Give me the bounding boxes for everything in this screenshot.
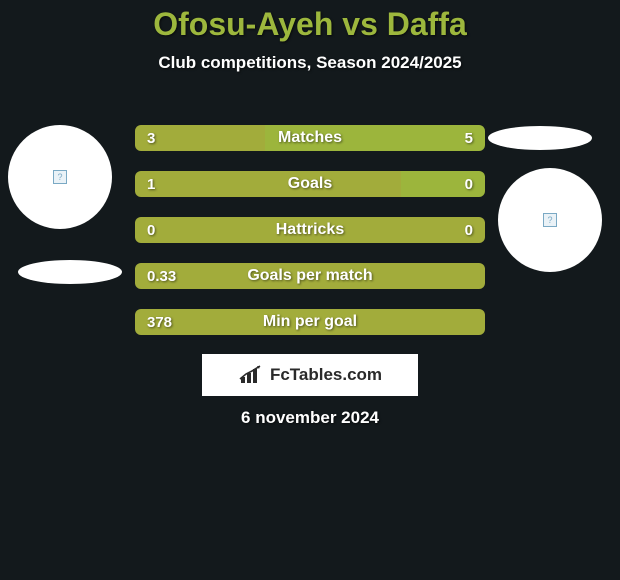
page-subtitle: Club competitions, Season 2024/2025 (0, 53, 620, 73)
stat-bar-left (135, 217, 485, 243)
player-left-shadow (18, 260, 122, 284)
player-left-avatar: ? (8, 125, 112, 229)
stat-bar-left (135, 125, 265, 151)
stat-row: Hattricks00 (135, 217, 485, 243)
stat-bar-left (135, 263, 485, 289)
image-placeholder-icon: ? (543, 213, 557, 227)
page-title: Ofosu-Ayeh vs Daffa (0, 0, 620, 43)
stat-bar-left (135, 171, 401, 197)
brand-badge: FcTables.com (202, 354, 418, 396)
stat-bar-right (401, 171, 485, 197)
stat-row: Goals per match0.33 (135, 263, 485, 289)
brand-text: FcTables.com (270, 365, 382, 385)
date-label: 6 november 2024 (0, 408, 620, 428)
stat-row: Matches35 (135, 125, 485, 151)
stat-row: Goals10 (135, 171, 485, 197)
stat-bar-right (265, 125, 486, 151)
image-placeholder-icon: ? (53, 170, 67, 184)
stat-bar-left (135, 309, 485, 335)
player-right-avatar: ? (498, 168, 602, 272)
player-right-shadow (488, 126, 592, 150)
comparison-bars: Matches35 Goals10 Hattricks00 Goals per mat… (135, 125, 485, 355)
brand-chart-icon (238, 365, 264, 385)
stat-row: Min per goal378 (135, 309, 485, 335)
